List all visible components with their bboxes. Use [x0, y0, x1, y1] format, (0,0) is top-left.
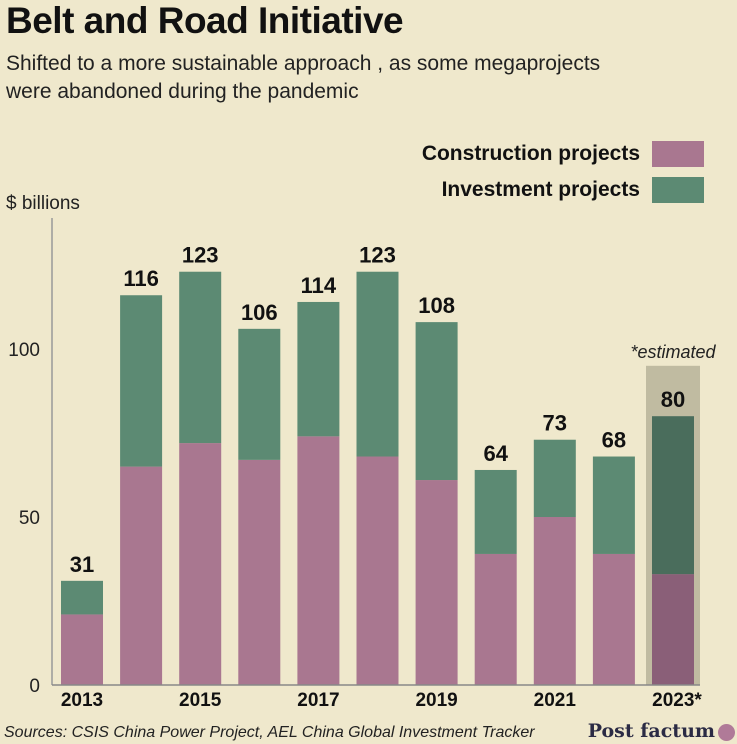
bar-construction-2019	[415, 480, 458, 685]
total-label-2019: 108	[418, 293, 455, 318]
x-tick-label: 2019	[415, 690, 457, 711]
legend-swatch-investment	[652, 177, 704, 203]
legend-construction: Construction projects	[422, 141, 704, 167]
y-axis-label: $ billions	[6, 193, 80, 214]
x-tick-label: 2013	[61, 690, 103, 711]
total-label-2023*: 80	[661, 387, 685, 412]
bar-investment-2013	[61, 580, 103, 615]
logo-text: Post factum	[587, 720, 715, 742]
chart-subtitle: Shifted to a more sustainable approach ,…	[6, 52, 601, 103]
total-label-2021: 73	[543, 411, 567, 436]
bar-investment-2023*	[652, 416, 694, 575]
bar-investment-2020	[474, 469, 517, 554]
bar-investment-2016	[238, 328, 281, 460]
bar-construction-2014	[120, 466, 163, 685]
x-tick-label: 2015	[179, 690, 222, 711]
legend-swatch-construction	[652, 141, 704, 167]
total-label-2017: 114	[301, 273, 337, 298]
total-label-2020: 64	[483, 441, 508, 466]
total-label-2016: 106	[241, 300, 278, 325]
legend-investment: Investment projects	[442, 177, 704, 203]
bar-investment-2022	[592, 456, 635, 554]
y-tick-label: 0	[29, 676, 40, 697]
bar-construction-2013	[61, 614, 103, 685]
bar-investment-2014	[120, 295, 163, 467]
bar-construction-2021	[533, 517, 576, 685]
source-note: Sources: CSIS China Power Project, AEL C…	[4, 724, 535, 741]
total-label-2022: 68	[602, 428, 626, 453]
x-tick-label: 2017	[297, 690, 339, 711]
bar-investment-2021	[533, 439, 576, 517]
bar-construction-2017	[297, 436, 340, 685]
bar-construction-2023*	[652, 574, 694, 685]
bar-investment-2019	[415, 322, 458, 481]
total-label-2015: 123	[182, 243, 219, 268]
bar-construction-2020	[474, 553, 517, 685]
bar-construction-2018	[356, 456, 399, 685]
bar-investment-2015	[179, 271, 222, 444]
logo-icon	[718, 724, 735, 741]
legend-label-construction: Construction projects	[421, 142, 640, 165]
bar-investment-2018	[356, 271, 399, 457]
x-tick-label: 2021	[534, 690, 577, 711]
legend-label-investment: Investment projects	[441, 178, 640, 201]
x-tick-label: 2023*	[652, 690, 702, 711]
y-tick-label: 100	[8, 340, 40, 361]
total-label-2018: 123	[359, 243, 396, 268]
bar-construction-2022	[592, 553, 635, 685]
estimate-annotation: *estimated	[630, 342, 716, 362]
total-label-2014: 116	[123, 266, 159, 291]
bar-construction-2015	[179, 443, 222, 685]
y-tick-label: 50	[19, 508, 40, 529]
bar-investment-2017	[297, 301, 340, 437]
bar-construction-2016	[238, 459, 281, 685]
total-label-2013: 31	[70, 552, 94, 577]
chart-title: Belt and Road Initiative	[6, 0, 404, 41]
